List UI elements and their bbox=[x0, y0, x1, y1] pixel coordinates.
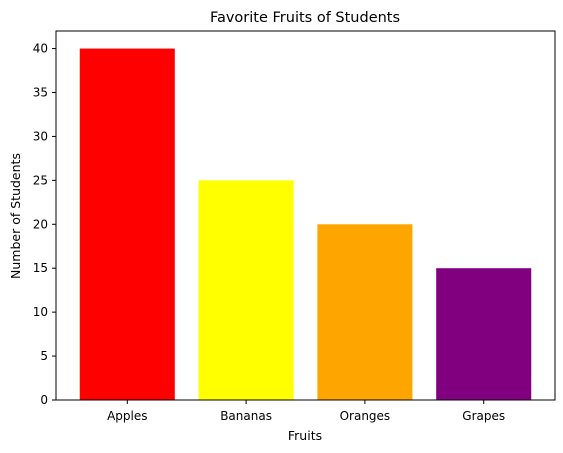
y-tick-label: 0 bbox=[40, 393, 48, 407]
x-axis-ticks: Apples Bananas Oranges Grapes bbox=[107, 400, 505, 423]
y-axis-ticks: 0 5 10 15 20 25 30 35 40 bbox=[33, 42, 56, 407]
plot-frame bbox=[55, 30, 556, 401]
x-tick-label: Bananas bbox=[220, 409, 272, 423]
bars-group bbox=[79, 48, 532, 400]
bar-apples bbox=[79, 48, 175, 400]
x-tick-label: Apples bbox=[107, 409, 147, 423]
y-tick-label: 20 bbox=[33, 217, 48, 231]
y-axis-label: Number of Students bbox=[8, 153, 23, 279]
y-tick-label: 40 bbox=[33, 42, 48, 56]
y-tick-label: 15 bbox=[33, 261, 48, 275]
x-tick-label: Oranges bbox=[340, 409, 391, 423]
bar-bananas bbox=[198, 180, 294, 400]
chart-title: Favorite Fruits of Students bbox=[210, 10, 400, 26]
bar-oranges bbox=[317, 224, 413, 400]
x-axis-label: Fruits bbox=[288, 428, 322, 443]
x-tick-label: Grapes bbox=[462, 409, 505, 423]
bar-grapes bbox=[436, 268, 532, 400]
y-tick-label: 10 bbox=[33, 305, 48, 319]
y-tick-label: 25 bbox=[33, 173, 48, 187]
y-tick-label: 30 bbox=[33, 129, 48, 143]
y-tick-label: 5 bbox=[40, 349, 48, 363]
y-tick-label: 35 bbox=[33, 86, 48, 100]
